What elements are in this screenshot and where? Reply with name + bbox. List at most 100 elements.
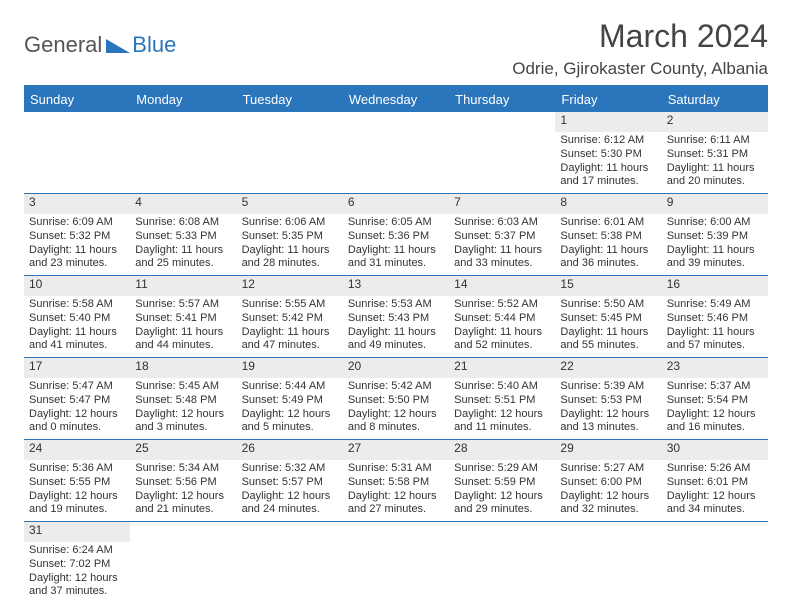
day-number xyxy=(449,522,555,542)
day-cell: Sunrise: 6:09 AMSunset: 5:32 PMDaylight:… xyxy=(24,214,130,275)
daylight-text: Daylight: 12 hours and 19 minutes. xyxy=(29,490,125,518)
sunset-text: Sunset: 5:37 PM xyxy=(454,230,550,244)
sunset-text: Sunset: 5:31 PM xyxy=(667,148,763,162)
day-cell: Sunrise: 5:42 AMSunset: 5:50 PMDaylight:… xyxy=(343,378,449,439)
daylight-text: Daylight: 11 hours and 33 minutes. xyxy=(454,244,550,272)
day-cell: Sunrise: 5:58 AMSunset: 5:40 PMDaylight:… xyxy=(24,296,130,357)
day-header: Thursday xyxy=(449,87,555,112)
day-cell xyxy=(24,132,130,193)
day-number xyxy=(343,522,449,542)
daylight-text: Daylight: 11 hours and 17 minutes. xyxy=(560,162,656,190)
sunrise-text: Sunrise: 5:57 AM xyxy=(135,298,231,312)
day-cell xyxy=(555,542,661,603)
sunset-text: Sunset: 5:48 PM xyxy=(135,394,231,408)
day-cell: Sunrise: 5:36 AMSunset: 5:55 PMDaylight:… xyxy=(24,460,130,521)
sunrise-text: Sunrise: 5:47 AM xyxy=(29,380,125,394)
day-number xyxy=(130,522,236,542)
sunset-text: Sunset: 5:40 PM xyxy=(29,312,125,326)
sunrise-text: Sunrise: 5:50 AM xyxy=(560,298,656,312)
location-text: Odrie, Gjirokaster County, Albania xyxy=(512,59,768,79)
day-cell xyxy=(130,132,236,193)
day-cell: Sunrise: 5:37 AMSunset: 5:54 PMDaylight:… xyxy=(662,378,768,439)
header-bar: General Blue March 2024 Odrie, Gjirokast… xyxy=(24,18,768,79)
day-number: 8 xyxy=(555,194,661,214)
daylight-text: Daylight: 11 hours and 36 minutes. xyxy=(560,244,656,272)
sunset-text: Sunset: 5:56 PM xyxy=(135,476,231,490)
day-cell: Sunrise: 5:39 AMSunset: 5:53 PMDaylight:… xyxy=(555,378,661,439)
day-cell: Sunrise: 5:32 AMSunset: 5:57 PMDaylight:… xyxy=(237,460,343,521)
day-header: Saturday xyxy=(662,87,768,112)
daylight-text: Daylight: 12 hours and 16 minutes. xyxy=(667,408,763,436)
day-cell: Sunrise: 5:44 AMSunset: 5:49 PMDaylight:… xyxy=(237,378,343,439)
sunset-text: Sunset: 5:50 PM xyxy=(348,394,444,408)
sunrise-text: Sunrise: 5:27 AM xyxy=(560,462,656,476)
day-number: 26 xyxy=(237,440,343,460)
day-cell: Sunrise: 6:06 AMSunset: 5:35 PMDaylight:… xyxy=(237,214,343,275)
day-number: 2 xyxy=(662,112,768,132)
day-number: 29 xyxy=(555,440,661,460)
daylight-text: Daylight: 12 hours and 13 minutes. xyxy=(560,408,656,436)
sunset-text: Sunset: 5:39 PM xyxy=(667,230,763,244)
sunset-text: Sunset: 5:59 PM xyxy=(454,476,550,490)
sunrise-text: Sunrise: 5:39 AM xyxy=(560,380,656,394)
day-cell: Sunrise: 6:24 AMSunset: 7:02 PMDaylight:… xyxy=(24,542,130,603)
sunrise-text: Sunrise: 5:52 AM xyxy=(454,298,550,312)
sunrise-text: Sunrise: 5:34 AM xyxy=(135,462,231,476)
day-number: 1 xyxy=(555,112,661,132)
logo-arrow-icon xyxy=(106,35,130,56)
sunset-text: Sunset: 5:44 PM xyxy=(454,312,550,326)
day-cell xyxy=(343,132,449,193)
day-cell: Sunrise: 5:49 AMSunset: 5:46 PMDaylight:… xyxy=(662,296,768,357)
day-cell: Sunrise: 5:57 AMSunset: 5:41 PMDaylight:… xyxy=(130,296,236,357)
sunset-text: Sunset: 5:38 PM xyxy=(560,230,656,244)
sunset-text: Sunset: 5:42 PM xyxy=(242,312,338,326)
day-number xyxy=(662,522,768,542)
day-number: 23 xyxy=(662,358,768,378)
day-number xyxy=(130,112,236,132)
day-cell: Sunrise: 6:01 AMSunset: 5:38 PMDaylight:… xyxy=(555,214,661,275)
daylight-text: Daylight: 11 hours and 52 minutes. xyxy=(454,326,550,354)
daylight-text: Daylight: 12 hours and 32 minutes. xyxy=(560,490,656,518)
sunrise-text: Sunrise: 5:45 AM xyxy=(135,380,231,394)
day-number xyxy=(237,112,343,132)
day-header: Wednesday xyxy=(343,87,449,112)
calendar-grid: 12Sunrise: 6:12 AMSunset: 5:30 PMDayligh… xyxy=(24,112,768,603)
day-number: 4 xyxy=(130,194,236,214)
sunset-text: Sunset: 5:53 PM xyxy=(560,394,656,408)
day-number: 16 xyxy=(662,276,768,296)
day-cell: Sunrise: 5:31 AMSunset: 5:58 PMDaylight:… xyxy=(343,460,449,521)
daylight-text: Daylight: 12 hours and 34 minutes. xyxy=(667,490,763,518)
sunrise-text: Sunrise: 5:26 AM xyxy=(667,462,763,476)
day-number: 25 xyxy=(130,440,236,460)
day-number: 9 xyxy=(662,194,768,214)
day-number: 3 xyxy=(24,194,130,214)
daylight-text: Daylight: 12 hours and 5 minutes. xyxy=(242,408,338,436)
sunrise-text: Sunrise: 5:55 AM xyxy=(242,298,338,312)
day-cell: Sunrise: 5:55 AMSunset: 5:42 PMDaylight:… xyxy=(237,296,343,357)
sunrise-text: Sunrise: 5:49 AM xyxy=(667,298,763,312)
daylight-text: Daylight: 12 hours and 27 minutes. xyxy=(348,490,444,518)
calendar-header: Sunday Monday Tuesday Wednesday Thursday… xyxy=(24,87,768,112)
day-header: Monday xyxy=(130,87,236,112)
day-number: 13 xyxy=(343,276,449,296)
day-cell: Sunrise: 5:53 AMSunset: 5:43 PMDaylight:… xyxy=(343,296,449,357)
sunset-text: Sunset: 5:45 PM xyxy=(560,312,656,326)
daylight-text: Daylight: 11 hours and 20 minutes. xyxy=(667,162,763,190)
sunrise-text: Sunrise: 6:24 AM xyxy=(29,544,125,558)
day-cell xyxy=(662,542,768,603)
day-number: 31 xyxy=(24,522,130,542)
sunset-text: Sunset: 5:35 PM xyxy=(242,230,338,244)
sunset-text: Sunset: 5:55 PM xyxy=(29,476,125,490)
page-title: March 2024 xyxy=(512,18,768,55)
sunset-text: Sunset: 5:49 PM xyxy=(242,394,338,408)
day-cell: Sunrise: 5:27 AMSunset: 6:00 PMDaylight:… xyxy=(555,460,661,521)
sunrise-text: Sunrise: 5:58 AM xyxy=(29,298,125,312)
day-header: Friday xyxy=(555,87,661,112)
sunrise-text: Sunrise: 6:06 AM xyxy=(242,216,338,230)
day-cell: Sunrise: 5:29 AMSunset: 5:59 PMDaylight:… xyxy=(449,460,555,521)
day-number xyxy=(24,112,130,132)
daylight-text: Daylight: 12 hours and 8 minutes. xyxy=(348,408,444,436)
day-cell: Sunrise: 5:50 AMSunset: 5:45 PMDaylight:… xyxy=(555,296,661,357)
sunset-text: Sunset: 6:01 PM xyxy=(667,476,763,490)
sunrise-text: Sunrise: 5:40 AM xyxy=(454,380,550,394)
